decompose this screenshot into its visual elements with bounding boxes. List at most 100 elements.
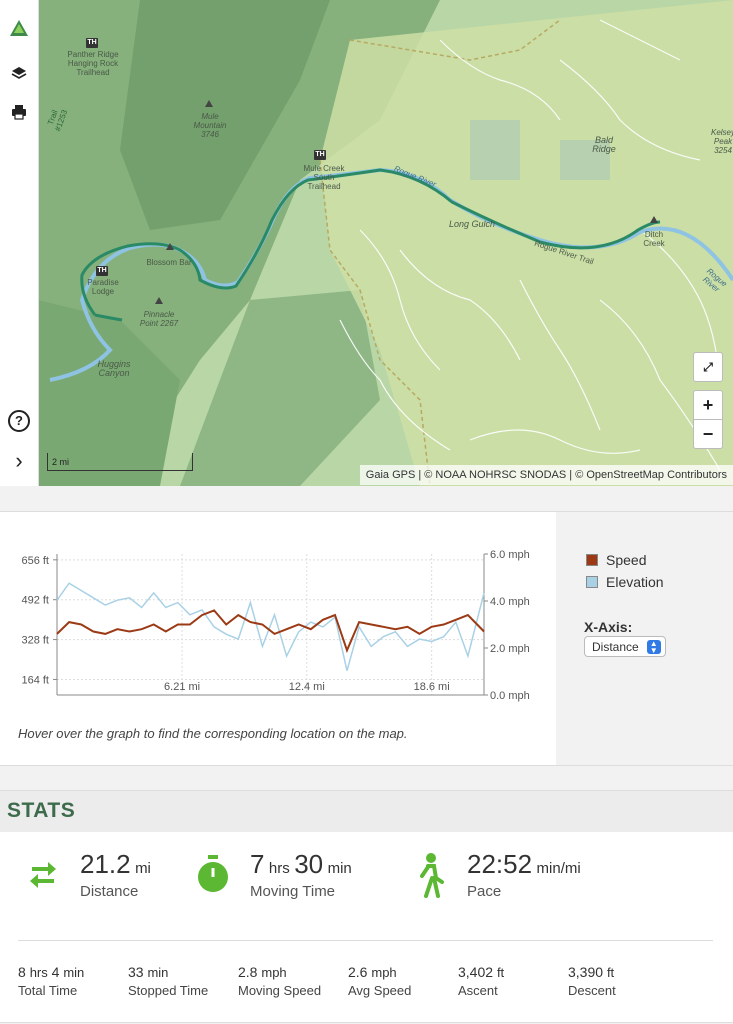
map-label-huggins-canyon: Huggins Canyon (97, 359, 131, 378)
pace-value: 22:52 (467, 849, 533, 879)
distance-label: Distance (80, 883, 139, 900)
y-left-tick-label: 656 ft (21, 555, 49, 567)
speed-swatch (586, 554, 598, 566)
gaia-logo-button[interactable] (0, 12, 38, 46)
x-axis-label: X-Axis: (584, 619, 633, 635)
stopped-time-value: 33 (128, 964, 144, 980)
map-label-blossom-bar: Blossom Bar (146, 258, 192, 267)
legend-speed[interactable]: Speed (586, 552, 646, 568)
gaia-logo-icon (10, 20, 28, 36)
stats-heading: STATS (7, 799, 76, 822)
scale-bar: 2 mi (47, 453, 193, 471)
stat-distance: 21.2 mi Distance (80, 849, 151, 900)
zoom-in-button[interactable]: + (693, 390, 723, 420)
pace-label: Pace (467, 883, 502, 900)
map-label-mule-creek: Mule Creek South Trailhead (303, 164, 345, 191)
stopped-time-label: Stopped Time (128, 983, 209, 998)
avg-speed-unit: mph (371, 965, 397, 980)
moving-hrs-value: 7 (250, 849, 265, 879)
series-line-speed (56, 609, 485, 654)
trailhead-icon[interactable]: TH (86, 38, 98, 48)
map-label-pinnacle-point: Pinnacle Point 2267 (139, 310, 179, 328)
chart-hint: Hover over the graph to find the corresp… (18, 726, 408, 741)
zoom-out-button[interactable]: − (693, 419, 723, 449)
stopped-time-unit: min (147, 965, 169, 980)
y-left-tick-label: 328 ft (21, 635, 49, 647)
fullscreen-icon: ⤢ (703, 359, 713, 374)
stat-ascent: 3,402 ft Ascent (458, 964, 504, 998)
ascent-unit: ft (496, 965, 505, 980)
fullscreen-button[interactable]: ⤢ (693, 352, 723, 382)
stats-body: 21.2 mi Distance 7 hrs 30 min Moving Tim… (0, 832, 733, 1023)
map-terrain (0, 0, 733, 486)
layers-button[interactable] (0, 56, 38, 90)
stat-total-time: 8 hrs 4 min Total Time (18, 964, 84, 998)
pace-unit: min/mi (536, 860, 581, 877)
stats-divider (18, 940, 713, 941)
avg-speed-label: Avg Speed (348, 983, 412, 998)
help-button[interactable]: ? (0, 404, 38, 438)
ascent-value: 3,402 (458, 964, 494, 980)
hiker-icon (420, 853, 444, 898)
stopwatch-icon (198, 855, 228, 892)
expand-panel-button[interactable]: › (0, 444, 38, 478)
legend-speed-label: Speed (606, 552, 647, 568)
print-button[interactable] (0, 95, 38, 129)
total-time-hrs: 8 (18, 964, 26, 980)
total-time-min-unit: min (63, 965, 85, 980)
moving-speed-value: 2.8 (238, 964, 258, 980)
descent-label: Descent (568, 983, 616, 998)
moving-hrs-unit: hrs (268, 860, 290, 877)
stat-stopped-time: 33 min Stopped Time (128, 964, 208, 998)
distance-icon (30, 862, 56, 888)
map-label-mule-mountain: Mule Mountain 3746 (193, 112, 227, 139)
trailhead-icon[interactable]: TH (314, 150, 326, 160)
y-right-tick-label: 4.0 mph (490, 596, 530, 608)
y-left-tick-label: 492 ft (21, 595, 49, 607)
map-label-kelsey-peak: Kelsey Peak 3254 (710, 128, 733, 155)
legend-elevation[interactable]: Elevation (586, 574, 664, 590)
total-time-hrs-unit: hrs (29, 965, 48, 980)
ascent-label: Ascent (458, 983, 498, 998)
map-view[interactable]: TH Panther Ridge Hanging Rock Trailhead … (0, 0, 733, 486)
stat-descent: 3,390 ft Descent (568, 964, 616, 998)
moving-min-unit: min (327, 860, 352, 877)
stat-pace: 22:52 min/mi Pace (467, 849, 581, 900)
peak-icon (155, 297, 163, 304)
y-right-tick-label: 6.0 mph (490, 549, 530, 561)
y-left-tick-label: 164 ft (21, 674, 49, 686)
map-toolbar: ? › (0, 0, 39, 486)
moving-speed-label: Moving Speed (238, 983, 322, 998)
peak-icon (205, 100, 213, 107)
x-tick-label: 6.21 mi (164, 681, 200, 693)
total-time-label: Total Time (18, 983, 78, 998)
map-label-long-gulch: Long Gulch (448, 219, 496, 229)
elevation-speed-chart[interactable]: 656 ft 492 ft 328 ft 164 ft 6.0 mph 4.0 mph 2.… (0, 542, 556, 742)
print-icon (12, 105, 26, 120)
map-label-paradise-lodge: Paradise Lodge (87, 278, 119, 296)
descent-unit: ft (606, 965, 615, 980)
camp-icon (166, 243, 174, 250)
distance-value: 21.2 (80, 849, 131, 879)
y-right-tick-label: 2.0 mph (490, 643, 530, 655)
avg-speed-value: 2.6 (348, 964, 368, 980)
x-axis-select[interactable]: Distance ▲ ▼ (584, 636, 666, 657)
help-icon: ? (8, 410, 30, 432)
select-arrows-icon: ▲ ▼ (646, 639, 661, 654)
lodge-icon[interactable]: TH (96, 266, 108, 276)
legend-elevation-label: Elevation (606, 574, 664, 590)
x-axis-select-value: Distance (592, 639, 639, 654)
moving-speed-unit: mph (261, 965, 287, 980)
series-line-elevation (56, 582, 485, 671)
stat-avg-speed: 2.6 mph Avg Speed (348, 964, 411, 998)
layers-icon (11, 67, 27, 79)
moving-min-value: 30 (294, 849, 324, 879)
distance-unit: mi (135, 860, 151, 877)
map-attribution[interactable]: Gaia GPS | © NOAA NOHRSC SNODAS | © Open… (359, 465, 733, 485)
elevation-swatch (586, 576, 598, 588)
chart-legend-panel: Speed Elevation X-Axis: Distance ▲ ▼ (556, 512, 733, 765)
map-label-bald-ridge: Bald Ridge (592, 135, 616, 154)
stats-header: STATS (0, 790, 733, 833)
x-tick-label: 12.4 mi (289, 681, 325, 693)
map-label-ditch-creek: Ditch Creek (643, 230, 665, 248)
